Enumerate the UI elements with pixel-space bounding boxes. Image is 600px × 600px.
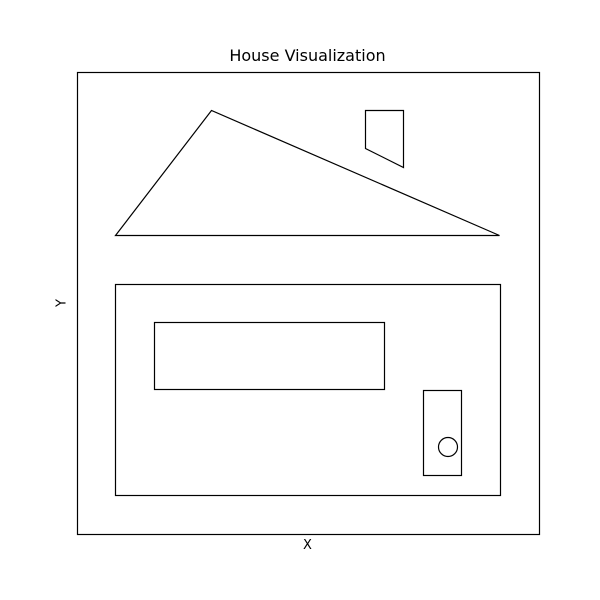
figure-title: House Visualization bbox=[229, 46, 386, 65]
roof-triangle bbox=[114, 109, 500, 237]
x-axis-label: X bbox=[303, 538, 312, 553]
door bbox=[422, 389, 463, 477]
y-axis-label: Y bbox=[54, 299, 70, 307]
house-body bbox=[114, 283, 502, 497]
chimney bbox=[364, 109, 405, 169]
doorknob bbox=[437, 436, 459, 458]
window bbox=[153, 321, 386, 391]
axes-frame bbox=[76, 71, 541, 536]
